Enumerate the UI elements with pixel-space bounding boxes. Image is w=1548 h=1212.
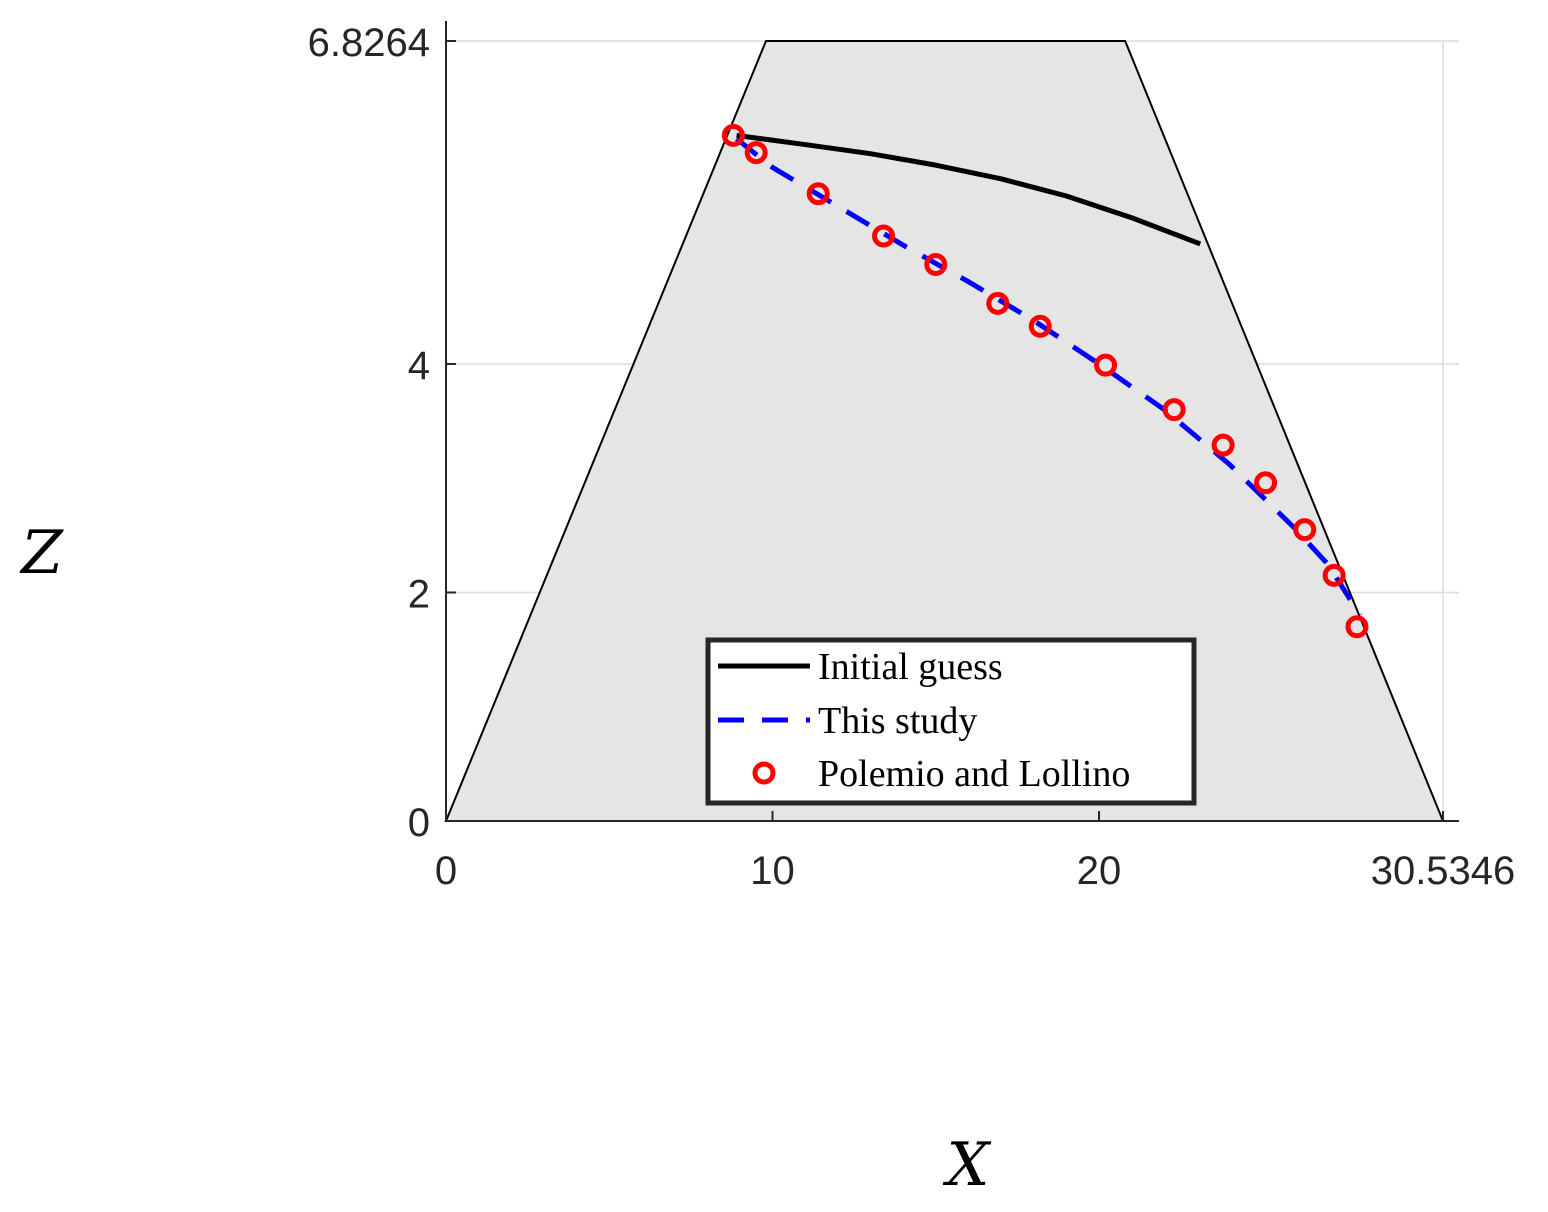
axes	[445, 21, 1459, 822]
polemio-lollino-point-12	[1322, 563, 1346, 587]
legend-label-polemio-lollino: Polemio and Lollino	[818, 753, 1130, 795]
series-line-initial-guess	[736, 132, 1202, 247]
x-tick-label-1: 10	[750, 849, 795, 893]
polemio-lollino-point-13	[1345, 615, 1369, 639]
polemio-lollino-point-10	[1254, 471, 1278, 495]
polemio-lollino-point-5	[986, 291, 1010, 315]
polemio-lollino-point-9	[1211, 433, 1235, 457]
y-tick-label-0: 0	[408, 801, 430, 845]
polemio-lollino-point-6	[1028, 314, 1052, 338]
polemio-lollino-point-2	[806, 182, 830, 206]
x-tick-label-3: 30.5346	[1371, 849, 1516, 893]
polemio-lollino-point-3	[872, 224, 896, 248]
y-axis-title: Z	[19, 518, 64, 588]
polemio-lollino-point-8	[1162, 398, 1186, 422]
series-layer	[721, 123, 1369, 639]
y-tick-label-3: 6.8264	[308, 21, 430, 65]
legend: Initial guess This study Polemio and Lol…	[705, 637, 1197, 806]
y-tick-label-2: 4	[408, 344, 430, 388]
legend-label-initial-guess: Initial guess	[818, 646, 1003, 688]
legend-swatch-polemio-lollino	[752, 761, 776, 785]
polemio-lollino-point-11	[1293, 518, 1317, 542]
polemio-lollino-point-4	[924, 253, 948, 277]
x-tick-label-2: 20	[1077, 849, 1122, 893]
x-tick-label-0: 0	[435, 849, 457, 893]
tick-labels: 0 10 20 30.5346 0 2 4 6.8264	[308, 21, 1516, 893]
legend-label-this-study: This study	[818, 700, 977, 742]
polemio-lollino-point-0	[721, 123, 745, 147]
polemio-lollino-point-1	[744, 141, 768, 165]
polemio-lollino-point-7	[1094, 353, 1118, 377]
x-axis-title: X	[943, 1130, 992, 1200]
y-tick-label-1: 2	[408, 572, 430, 616]
